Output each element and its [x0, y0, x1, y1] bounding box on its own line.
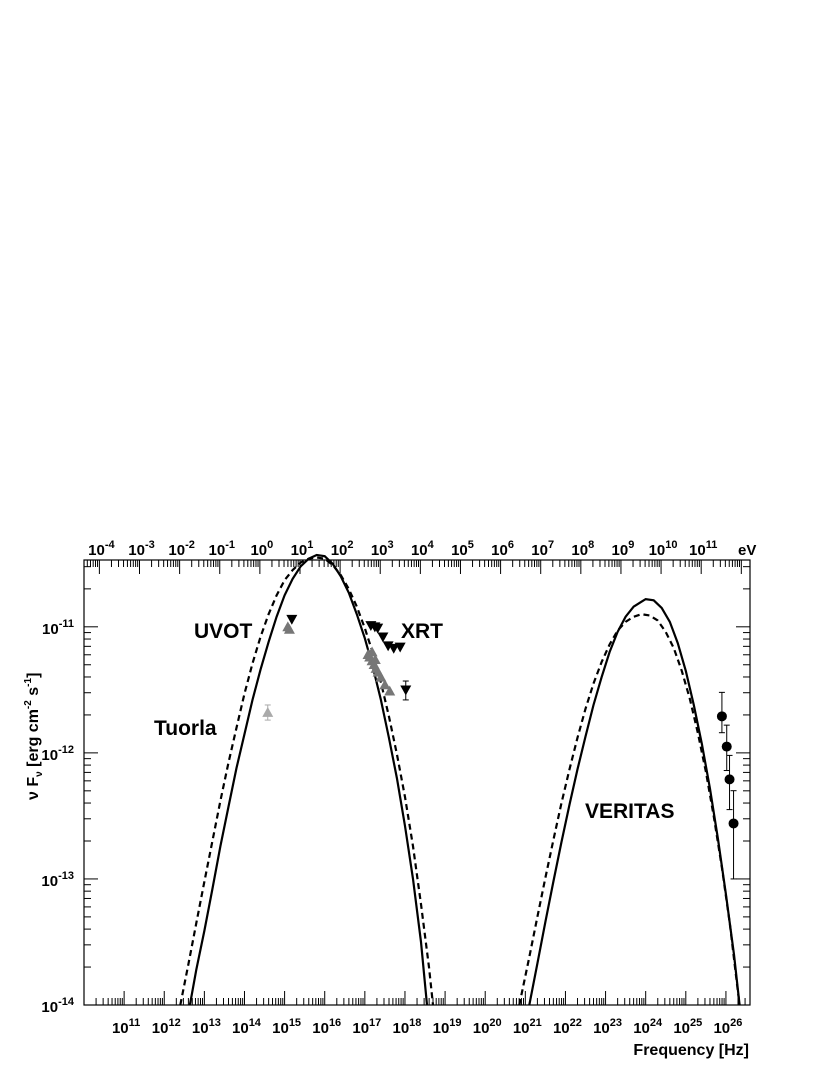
data-point-circle [724, 774, 735, 785]
top-tick-label: 105 [451, 539, 474, 559]
x-tick-labels: 1011 1012 1013 1014 1015 1016 1017 1018 1019 1020… [112, 1017, 742, 1037]
top-tick-label: 10-4 [88, 539, 115, 559]
x-tick-label: 1013 [192, 1017, 221, 1037]
data-point-triangle-down [394, 642, 406, 653]
data-point-triangle-up [282, 621, 294, 632]
data-point-circle [716, 711, 727, 722]
x-tick-label: 1017 [352, 1017, 381, 1037]
top-tick-label: 107 [531, 539, 554, 559]
x-axis-title: Frequency [Hz] [633, 1042, 749, 1059]
data-point-triangle-down [286, 614, 298, 625]
x-tick-label: 1023 [593, 1017, 622, 1037]
annotation-xrt: XRT [401, 620, 443, 643]
x-tick-label: 1012 [152, 1017, 181, 1037]
x-tick-label: 1019 [433, 1017, 462, 1037]
top-tick-label: 1011 [689, 539, 717, 559]
x-tick-label: 1022 [553, 1017, 582, 1037]
data-point-triangle-down [377, 632, 389, 643]
top-tick-label: 102 [331, 539, 354, 559]
data-point-circle [721, 741, 732, 752]
data-points [262, 614, 739, 880]
x-tick-label: 1021 [513, 1017, 542, 1037]
top-tick-label: 10-1 [209, 539, 235, 559]
data-point-triangle-down [400, 685, 412, 696]
top-tick-label: 10-2 [168, 539, 194, 559]
annotation-tuorla: Tuorla [154, 717, 217, 740]
data-point-triangle-down [382, 641, 394, 652]
x-tick-label: 1026 [713, 1017, 742, 1037]
data-point-triangle-up [369, 654, 381, 664]
x-tick-label: 1025 [673, 1017, 702, 1037]
axis-ticks [83, 560, 750, 1006]
model-curve-dashed [179, 556, 435, 1006]
data-point-triangle-up [262, 707, 274, 717]
top-axis-labels: 10-4 10-3 10-2 10-1 100 101 102 103 104 105 106 107… [88, 539, 717, 559]
top-tick-label: 108 [571, 539, 594, 559]
data-point-triangle-up [375, 671, 387, 682]
y-tick-label: 10-12 [41, 744, 74, 764]
x-tick-label: 1011 [112, 1017, 140, 1037]
x-tick-label: 1016 [312, 1017, 341, 1037]
data-point-triangle-up [384, 685, 396, 696]
model-curve-dashed [518, 613, 741, 1006]
y-axis-title: ν Fν [erg cm-2 s-1] [23, 673, 45, 800]
data-point-triangle-down [388, 643, 400, 654]
top-tick-label: 100 [250, 539, 273, 559]
top-tick-label: 109 [612, 539, 635, 559]
y-tick-label: 10-11 [42, 618, 74, 638]
y-tick-labels: 10-14 10-13 10-12 10-11 [41, 618, 74, 1016]
x-tick-label: 1014 [232, 1017, 262, 1037]
data-point-circle [728, 818, 739, 829]
top-tick-label: 106 [491, 539, 514, 559]
annotation-uvot: UVOT [194, 620, 253, 643]
x-tick-label: 1015 [272, 1017, 301, 1037]
top-tick-label: 10-3 [128, 539, 154, 559]
top-tick-label: 104 [411, 539, 435, 559]
model-curves [179, 553, 741, 1006]
data-point-triangle-up [366, 646, 378, 657]
y-tick-label: 10-13 [41, 870, 74, 890]
top-tick-label: 1010 [649, 539, 678, 559]
top-tick-label: 103 [371, 539, 394, 559]
y-tick-label: 10-14 [41, 996, 74, 1016]
model-curve-solid [528, 597, 741, 1006]
top-axis-unit: eV [738, 542, 756, 559]
x-tick-label: 1024 [633, 1017, 663, 1037]
x-tick-label: 1018 [392, 1017, 421, 1037]
data-point-triangle-down [372, 623, 384, 634]
data-point-triangle-up [379, 679, 391, 690]
top-tick-label: 101 [291, 539, 314, 559]
x-tick-label: 1020 [473, 1017, 502, 1037]
annotation-veritas: VERITAS [585, 800, 674, 823]
